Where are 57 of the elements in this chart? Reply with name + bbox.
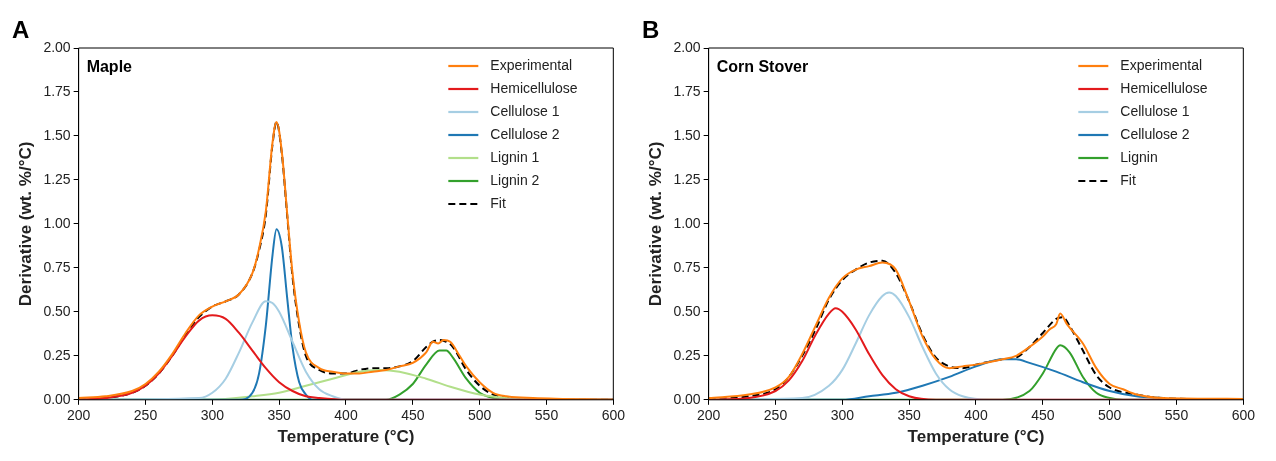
- legend-label: Hemicellulose: [490, 79, 578, 96]
- y-tick-label: 1.50: [43, 126, 71, 143]
- legend-label: Lignin: [1120, 148, 1158, 165]
- legend-label: Fit: [1120, 171, 1136, 188]
- y-axis-title: Derivative (wt. %/°C): [15, 141, 35, 307]
- y-tick-label: 0.25: [673, 346, 701, 363]
- x-tick-label: 450: [401, 407, 425, 424]
- legend-label: Experimental: [490, 56, 573, 73]
- legend-label: Lignin 1: [490, 148, 540, 165]
- x-tick-label: 300: [200, 407, 225, 424]
- x-tick-label: 250: [133, 407, 158, 424]
- legend-label: Cellulose 1: [1120, 102, 1190, 119]
- y-tick-label: 0.75: [673, 258, 701, 275]
- x-tick-label: 200: [696, 407, 721, 424]
- x-axis-title: Temperature (°C): [907, 427, 1045, 447]
- y-tick-label: 0.75: [43, 258, 71, 275]
- y-tick-label: 2.00: [673, 38, 701, 55]
- legend-label: Cellulose 2: [1120, 125, 1190, 142]
- y-tick-label: 0.25: [43, 346, 71, 363]
- x-tick-label: 600: [1231, 407, 1256, 424]
- y-tick-label: 2.00: [43, 38, 71, 55]
- text: Maple: [86, 58, 133, 75]
- x-tick-label: 350: [267, 407, 292, 424]
- x-tick-label: 550: [534, 407, 559, 424]
- legend-label: Fit: [490, 194, 506, 211]
- legend-label: Lignin 2: [490, 171, 540, 188]
- x-axis-title: Temperature (°C): [277, 427, 415, 447]
- x-tick-label: 350: [897, 407, 922, 424]
- y-tick-label: 0.50: [43, 302, 71, 319]
- y-tick-label: 1.75: [673, 82, 701, 99]
- y-tick-label: 1.00: [673, 214, 701, 231]
- y-tick-label: 0.00: [673, 390, 701, 407]
- x-tick-label: 450: [1031, 407, 1055, 424]
- y-tick-label: 0.00: [43, 390, 71, 407]
- chart-title: B: [642, 16, 660, 43]
- x-tick-label: 500: [1097, 407, 1122, 424]
- legend-label: Experimental: [1120, 56, 1203, 73]
- x-tick-label: 300: [830, 407, 855, 424]
- chart-title: A: [12, 16, 30, 43]
- x-tick-label: 250: [763, 407, 788, 424]
- y-tick-label: 1.00: [43, 214, 71, 231]
- x-tick-label: 500: [467, 407, 492, 424]
- legend-label: Cellulose 2: [490, 125, 560, 142]
- y-tick-label: 1.75: [43, 82, 71, 99]
- y-tick-label: 1.25: [43, 170, 71, 187]
- x-tick-label: 400: [964, 407, 988, 424]
- x-tick-label: 200: [66, 407, 91, 424]
- legend-label: Cellulose 1: [490, 102, 560, 119]
- x-tick-label: 600: [601, 407, 626, 424]
- text: Corn Stover: [716, 58, 809, 75]
- y-tick-label: 1.50: [673, 126, 701, 143]
- legend-label: Hemicellulose: [1120, 79, 1208, 96]
- x-tick-label: 400: [334, 407, 358, 424]
- y-tick-label: 0.50: [673, 302, 701, 319]
- y-tick-label: 1.25: [673, 170, 701, 187]
- x-tick-label: 550: [1164, 407, 1189, 424]
- y-axis-title: Derivative (wt. %/°C): [645, 141, 665, 307]
